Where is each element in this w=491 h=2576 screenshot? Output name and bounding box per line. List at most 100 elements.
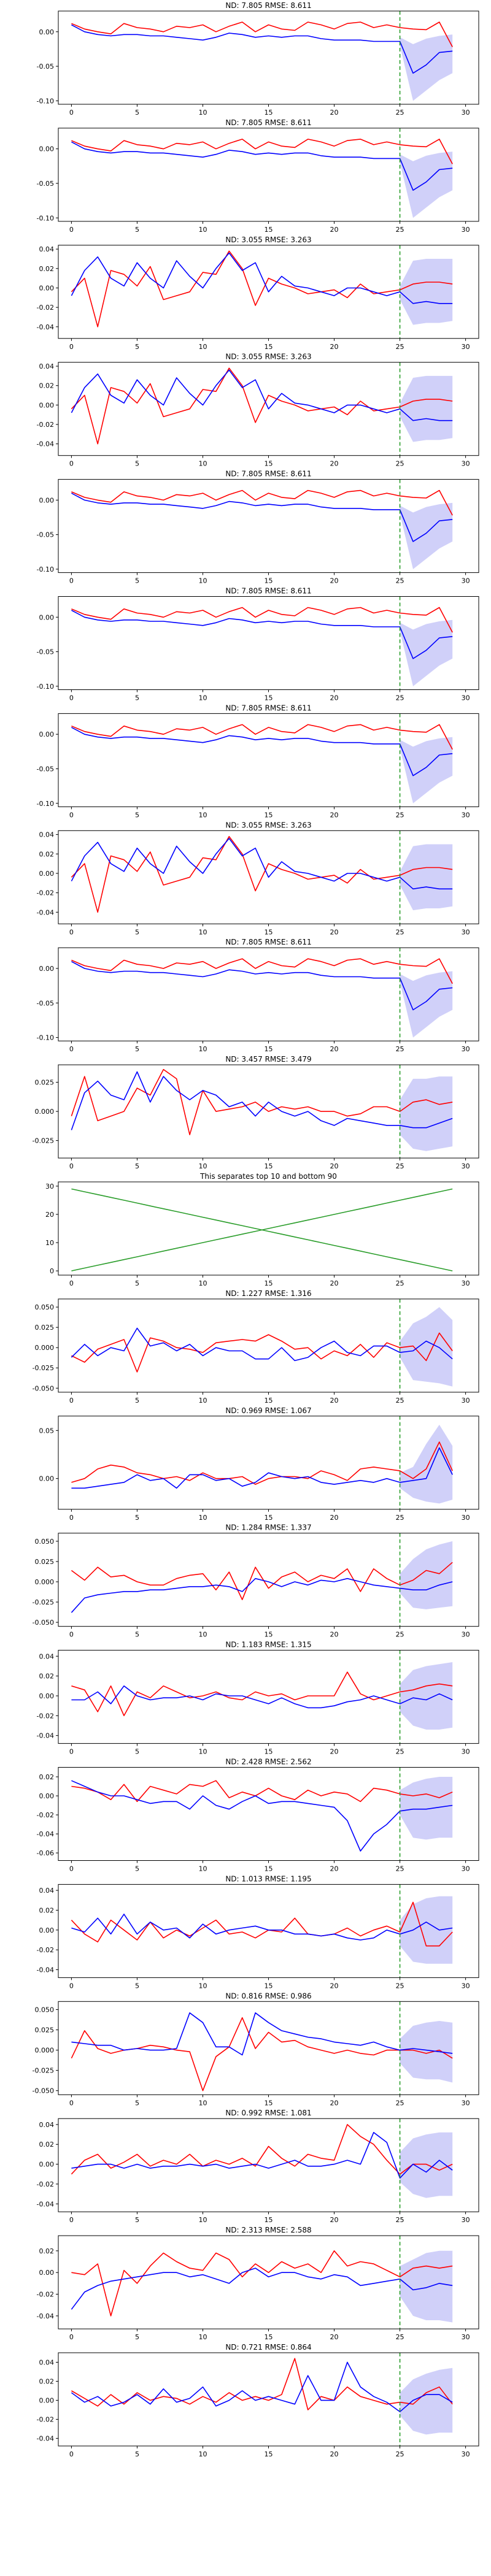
- y-tick-label: -0.050: [33, 2087, 54, 2095]
- y-tick-label: 0.025: [35, 1079, 55, 1087]
- series-line-truth: [71, 1441, 453, 1485]
- panel-title: ND: 2.428 RMSE: 2.562: [225, 1758, 311, 1766]
- y-tick-label: -0.10: [37, 683, 54, 691]
- y-tick-label: -0.050: [33, 1384, 54, 1392]
- x-tick-label: 0: [69, 928, 74, 936]
- x-tick-label: 10: [198, 694, 207, 702]
- uncertainty-band: [400, 2132, 453, 2198]
- x-tick-label: 20: [330, 226, 339, 234]
- x-tick-label: 20: [330, 1514, 339, 1522]
- x-tick-label: 0: [69, 1631, 74, 1639]
- x-tick-label: 15: [265, 1748, 273, 1756]
- panel-title: ND: 7.805 RMSE: 8.611: [225, 118, 311, 127]
- panel-title: ND: 1.013 RMSE: 1.195: [225, 1874, 311, 1883]
- x-tick-label: 25: [396, 109, 404, 117]
- panel-title: ND: 1.227 RMSE: 1.316: [225, 1289, 311, 1298]
- chart-panel-19: ND: 0.992 RMSE: 1.081 0 5 10 15 20 25 30 0.04 0.0…: [37, 2109, 479, 2224]
- x-tick-label: 0: [69, 1045, 74, 1053]
- y-tick-label: -0.05: [37, 765, 54, 773]
- x-tick-label: 20: [330, 1162, 339, 1170]
- series-line-truth: [71, 139, 453, 164]
- y-tick-label: 0.04: [39, 2121, 55, 2129]
- series-line-truth: [71, 2250, 453, 2317]
- y-tick-label: 0.000: [35, 1108, 55, 1116]
- x-tick-label: 5: [135, 343, 139, 351]
- x-tick-label: 15: [265, 1045, 273, 1053]
- series-line-truth: [71, 489, 453, 516]
- x-tick-label: 20: [330, 1865, 339, 1873]
- y-tick-label: 0.00: [39, 284, 55, 292]
- x-tick-label: 25: [396, 1162, 404, 1170]
- x-tick-label: 5: [135, 2450, 139, 2458]
- panel-title: ND: 0.816 RMSE: 0.986: [225, 1991, 311, 2000]
- x-tick-label: 10: [198, 1631, 207, 1639]
- uncertainty-band: [400, 1076, 453, 1151]
- x-tick-label: 30: [462, 343, 470, 351]
- y-tick-label: -0.02: [37, 2416, 54, 2424]
- x-tick-label: 30: [462, 2216, 470, 2224]
- x-tick-label: 15: [265, 1514, 273, 1522]
- y-tick-label: 0.00: [39, 965, 55, 973]
- uncertainty-band: [400, 2367, 453, 2435]
- x-tick-label: 20: [330, 2333, 339, 2341]
- y-tick-label: 0.00: [39, 145, 55, 153]
- chart-panel-21: ND: 0.721 RMSE: 0.864 0 5 10 15 20 25 30 0.04 0.0…: [37, 2343, 479, 2458]
- y-tick-label: -0.02: [37, 2291, 54, 2299]
- chart-panel-13: ND: 0.969 RMSE: 1.067 0 5 10 15 20 25 30 0.05 0.0…: [39, 1406, 479, 1522]
- panel-title: ND: 3.055 RMSE: 3.263: [225, 821, 311, 829]
- series-line-prediction: [71, 1685, 453, 1709]
- y-tick-label: -0.025: [33, 1364, 54, 1372]
- x-tick-label: 30: [462, 226, 470, 234]
- y-tick-label: 0.04: [39, 1652, 55, 1660]
- panel-title: ND: 1.284 RMSE: 1.337: [225, 1524, 311, 1532]
- uncertainty-band: [400, 971, 453, 1038]
- y-tick-label: 0.050: [35, 1538, 55, 1546]
- x-tick-label: 10: [198, 2099, 207, 2107]
- x-tick-label: 5: [135, 811, 139, 819]
- y-tick-label: -0.025: [33, 1598, 54, 1606]
- y-tick-label: 0.00: [39, 613, 55, 621]
- x-tick-label: 0: [69, 1397, 74, 1405]
- uncertainty-band: [400, 619, 453, 686]
- uncertainty-band: [400, 1777, 453, 1840]
- x-tick-label: 15: [265, 694, 273, 702]
- x-tick-label: 20: [330, 2450, 339, 2458]
- series-line-truth: [71, 2017, 453, 2091]
- x-tick-label: 20: [330, 2099, 339, 2107]
- chart-panel-8: ND: 3.055 RMSE: 3.263 0 5 10 15 20 25 30 0.04 0.0…: [37, 821, 479, 936]
- x-tick-label: 20: [330, 343, 339, 351]
- y-tick-label: 0.00: [39, 2397, 55, 2405]
- chart-panel-16: ND: 2.428 RMSE: 2.562 0 5 10 15 20 25 30 0.02 0.0…: [37, 1758, 479, 1873]
- x-tick-label: 0: [69, 1279, 74, 1287]
- series-line-truth: [71, 724, 453, 750]
- x-tick-label: 0: [69, 460, 74, 468]
- x-tick-label: 0: [69, 1748, 74, 1756]
- y-tick-label: 0.02: [39, 1773, 55, 1781]
- series-line-prediction: [71, 2267, 453, 2310]
- y-tick-label: 0.04: [39, 2359, 55, 2367]
- x-tick-label: 15: [265, 2333, 273, 2341]
- y-tick-label: -0.04: [37, 2312, 54, 2320]
- x-tick-label: 0: [69, 694, 74, 702]
- panel-title: ND: 0.721 RMSE: 0.864: [225, 2343, 311, 2352]
- x-tick-label: 15: [265, 1279, 273, 1287]
- x-tick-label: 10: [198, 2333, 207, 2341]
- x-tick-label: 0: [69, 226, 74, 234]
- y-tick-label: 0.000: [35, 1344, 55, 1352]
- x-tick-label: 5: [135, 2099, 139, 2107]
- x-tick-label: 25: [396, 2333, 404, 2341]
- x-tick-label: 15: [265, 1397, 273, 1405]
- x-tick-label: 30: [462, 1982, 470, 1990]
- y-tick-label: 0.00: [39, 1475, 55, 1483]
- x-tick-label: 25: [396, 1748, 404, 1756]
- chart-panel-12: ND: 1.227 RMSE: 1.316 0 5 10 15 20 25 30 0.050 0.…: [33, 1289, 479, 1405]
- x-tick-label: 20: [330, 1982, 339, 1990]
- y-tick-label: -0.10: [37, 565, 54, 573]
- x-tick-label: 10: [198, 1045, 207, 1053]
- x-tick-label: 15: [265, 2216, 273, 2224]
- series-line-prediction: [71, 1447, 453, 1489]
- x-tick-label: 10: [198, 2450, 207, 2458]
- x-tick-label: 25: [396, 1514, 404, 1522]
- panel-title: ND: 3.055 RMSE: 3.263: [225, 353, 311, 361]
- x-tick-label: 5: [135, 1748, 139, 1756]
